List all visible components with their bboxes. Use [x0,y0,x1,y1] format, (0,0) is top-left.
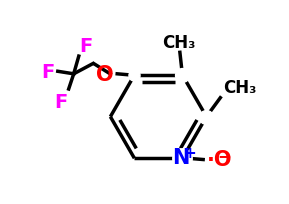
Text: +: + [183,145,196,160]
Text: O: O [96,64,113,84]
Text: −: − [217,146,231,164]
Text: N: N [173,147,190,167]
Text: F: F [41,62,54,81]
Text: ·O: ·O [206,149,232,169]
Text: F: F [79,37,92,56]
Text: CH₃: CH₃ [162,34,195,52]
Text: CH₃: CH₃ [223,79,256,97]
Text: F: F [54,93,68,112]
